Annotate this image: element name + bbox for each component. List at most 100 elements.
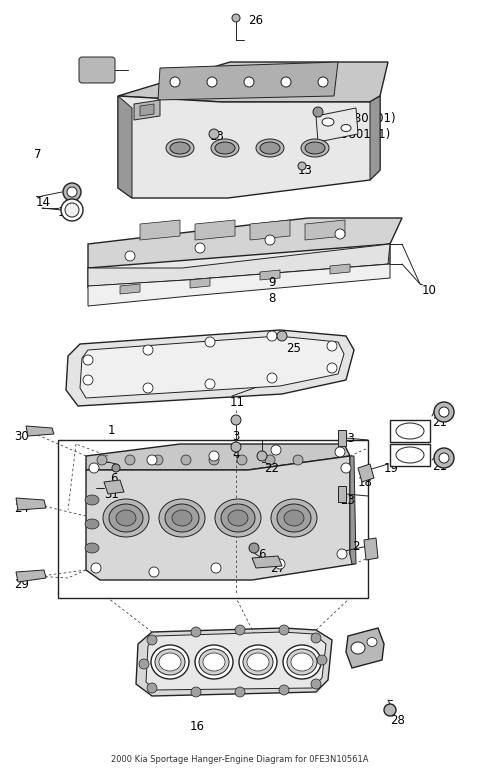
Ellipse shape bbox=[116, 510, 136, 526]
Circle shape bbox=[191, 687, 201, 697]
Circle shape bbox=[67, 187, 77, 197]
Ellipse shape bbox=[195, 645, 233, 679]
Ellipse shape bbox=[151, 645, 189, 679]
Ellipse shape bbox=[305, 142, 325, 154]
Circle shape bbox=[311, 679, 321, 689]
Circle shape bbox=[267, 331, 277, 341]
Polygon shape bbox=[338, 486, 346, 502]
Circle shape bbox=[434, 448, 454, 468]
Text: 31: 31 bbox=[104, 488, 119, 501]
Polygon shape bbox=[346, 628, 384, 668]
Circle shape bbox=[83, 375, 93, 385]
Polygon shape bbox=[88, 218, 402, 268]
Text: 15: 15 bbox=[58, 206, 73, 219]
Circle shape bbox=[249, 543, 259, 553]
Circle shape bbox=[281, 77, 291, 87]
Circle shape bbox=[235, 687, 245, 697]
Circle shape bbox=[439, 407, 449, 417]
Polygon shape bbox=[88, 244, 390, 288]
Circle shape bbox=[91, 563, 101, 573]
Circle shape bbox=[125, 455, 135, 465]
Text: 3: 3 bbox=[232, 430, 240, 443]
Ellipse shape bbox=[291, 653, 313, 671]
Polygon shape bbox=[86, 456, 354, 580]
Polygon shape bbox=[305, 220, 345, 240]
Ellipse shape bbox=[103, 499, 149, 537]
Ellipse shape bbox=[301, 139, 329, 157]
Text: 2000 Kia Sportage Hanger-Engine Diagram for 0FE3N10561A: 2000 Kia Sportage Hanger-Engine Diagram … bbox=[111, 755, 369, 764]
Circle shape bbox=[231, 442, 241, 452]
Circle shape bbox=[267, 373, 277, 383]
Circle shape bbox=[63, 183, 81, 201]
Ellipse shape bbox=[284, 510, 304, 526]
Circle shape bbox=[207, 77, 217, 87]
Ellipse shape bbox=[367, 638, 377, 646]
Circle shape bbox=[327, 363, 337, 373]
Ellipse shape bbox=[211, 139, 239, 157]
Circle shape bbox=[275, 559, 285, 569]
Polygon shape bbox=[120, 284, 140, 294]
Ellipse shape bbox=[199, 649, 229, 675]
Ellipse shape bbox=[215, 499, 261, 537]
Circle shape bbox=[293, 455, 303, 465]
Ellipse shape bbox=[170, 142, 190, 154]
Circle shape bbox=[318, 77, 328, 87]
Text: 22: 22 bbox=[264, 462, 279, 475]
Ellipse shape bbox=[396, 447, 424, 463]
Polygon shape bbox=[316, 108, 358, 142]
Circle shape bbox=[341, 463, 351, 473]
Text: 28: 28 bbox=[390, 714, 405, 727]
Circle shape bbox=[149, 567, 159, 577]
Polygon shape bbox=[88, 244, 390, 286]
Circle shape bbox=[231, 415, 241, 425]
Circle shape bbox=[257, 451, 267, 461]
Text: 24: 24 bbox=[14, 502, 29, 515]
Circle shape bbox=[232, 14, 240, 22]
Circle shape bbox=[65, 203, 79, 217]
Circle shape bbox=[89, 463, 99, 473]
Ellipse shape bbox=[283, 645, 321, 679]
Polygon shape bbox=[390, 444, 430, 466]
Text: 16: 16 bbox=[190, 720, 205, 733]
Polygon shape bbox=[370, 96, 380, 180]
Ellipse shape bbox=[109, 504, 143, 532]
Circle shape bbox=[317, 655, 327, 665]
Circle shape bbox=[205, 337, 215, 347]
Circle shape bbox=[279, 625, 289, 635]
Polygon shape bbox=[158, 62, 338, 100]
Polygon shape bbox=[364, 538, 378, 560]
Polygon shape bbox=[66, 330, 354, 406]
Text: 14: 14 bbox=[36, 196, 51, 209]
Circle shape bbox=[279, 685, 289, 695]
Circle shape bbox=[205, 379, 215, 389]
Circle shape bbox=[237, 455, 247, 465]
Circle shape bbox=[384, 704, 396, 716]
Circle shape bbox=[112, 464, 120, 472]
Text: 27: 27 bbox=[270, 562, 285, 575]
Polygon shape bbox=[118, 96, 132, 198]
Ellipse shape bbox=[243, 649, 273, 675]
Polygon shape bbox=[16, 498, 46, 510]
Circle shape bbox=[439, 453, 449, 463]
Circle shape bbox=[313, 107, 323, 117]
Polygon shape bbox=[358, 464, 374, 482]
Polygon shape bbox=[350, 456, 356, 564]
Circle shape bbox=[271, 445, 281, 455]
Polygon shape bbox=[136, 628, 332, 696]
Polygon shape bbox=[195, 220, 235, 240]
Bar bbox=[58, 440, 368, 598]
Ellipse shape bbox=[165, 504, 199, 532]
Polygon shape bbox=[104, 480, 124, 494]
Text: 23: 23 bbox=[340, 494, 355, 507]
Polygon shape bbox=[88, 264, 390, 306]
Ellipse shape bbox=[277, 504, 311, 532]
Polygon shape bbox=[390, 420, 430, 442]
Circle shape bbox=[211, 563, 221, 573]
Text: 9: 9 bbox=[268, 276, 276, 289]
Ellipse shape bbox=[239, 645, 277, 679]
Polygon shape bbox=[260, 270, 280, 280]
Polygon shape bbox=[140, 220, 180, 240]
Circle shape bbox=[147, 635, 157, 645]
Circle shape bbox=[335, 229, 345, 239]
Ellipse shape bbox=[85, 495, 99, 505]
